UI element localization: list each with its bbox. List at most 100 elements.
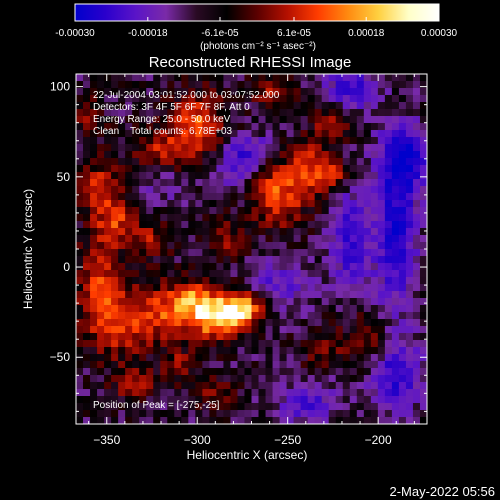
heatmap-cell (419, 200, 428, 208)
heatmap-cell (76, 109, 84, 117)
heatmap-cell (293, 123, 301, 131)
x-tick-label: −250 (274, 433, 301, 447)
heatmap-cell (118, 256, 126, 264)
heatmap-cell (139, 172, 147, 180)
heatmap-cell (216, 312, 224, 320)
heatmap-cell (216, 354, 224, 362)
colorbar-tick-label: 6.1e-05 (277, 28, 311, 39)
heatmap-cell (391, 403, 400, 411)
heatmap-cell (398, 417, 407, 425)
heatmap-cell (209, 228, 217, 236)
heatmap-cell (139, 326, 147, 334)
heatmap-cell (300, 193, 309, 201)
heatmap-cell (398, 319, 407, 327)
heatmap-cell (300, 347, 309, 355)
heatmap-cell (391, 158, 400, 166)
heatmap-cell (342, 228, 351, 236)
heatmap-cell (370, 270, 379, 278)
heatmap-cell (398, 256, 407, 264)
heatmap-cell (272, 214, 280, 222)
heatmap-cell (244, 130, 252, 138)
heatmap-cell (307, 242, 316, 250)
heatmap-cell (244, 235, 252, 243)
heatmap-cell (167, 165, 175, 173)
heatmap-cell (279, 256, 287, 264)
heatmap-cell (160, 368, 168, 376)
heatmap-cell (412, 403, 421, 411)
heatmap-cell (146, 361, 154, 369)
heatmap-cell (132, 158, 140, 166)
heatmap-cell (314, 81, 323, 89)
heatmap-cell (335, 382, 344, 390)
heatmap-cell (356, 123, 365, 131)
heatmap-cell (104, 81, 112, 89)
heatmap-cell (125, 186, 133, 194)
heatmap-cell (195, 417, 203, 425)
heatmap-cell (76, 186, 84, 194)
heatmap-cell (160, 298, 168, 306)
heatmap-cell (237, 242, 245, 250)
heatmap-cell (314, 375, 323, 383)
heatmap-cell (202, 123, 210, 131)
heatmap-cell (342, 340, 351, 348)
heatmap-cell (300, 263, 309, 271)
heatmap-cell (300, 403, 309, 411)
heatmap-cell (384, 256, 393, 264)
heatmap-cell (321, 375, 330, 383)
heatmap-cell (321, 270, 330, 278)
heatmap-cell (209, 368, 217, 376)
heatmap-cell (419, 368, 428, 376)
heatmap-cell (97, 361, 105, 369)
heatmap-cell (412, 81, 421, 89)
heatmap-cell (363, 116, 372, 124)
heatmap-cell (384, 298, 393, 306)
heatmap-cell (139, 403, 147, 411)
heatmap-cell (83, 186, 91, 194)
heatmap-cell (83, 102, 91, 110)
heatmap-cell (286, 137, 294, 145)
heatmap-cell (97, 207, 105, 215)
heatmap-cell (370, 298, 379, 306)
heatmap-cell (272, 172, 280, 180)
heatmap-cell (111, 277, 119, 285)
heatmap-cell (174, 144, 182, 152)
heatmap-cell (384, 389, 393, 397)
heatmap-cell (293, 284, 301, 292)
heatmap-cell (118, 207, 126, 215)
heatmap-cell (272, 116, 280, 124)
heatmap-cell (118, 284, 126, 292)
heatmap-cell (97, 179, 105, 187)
heatmap-cell (328, 284, 337, 292)
heatmap-cell (160, 347, 168, 355)
heatmap-cell (349, 270, 358, 278)
heatmap-cell (104, 137, 112, 145)
heatmap-cell (125, 228, 133, 236)
heatmap-cell (251, 291, 259, 299)
heatmap-cell (216, 193, 224, 201)
heatmap-cell (391, 326, 400, 334)
heatmap-cell (160, 396, 168, 404)
heatmap-cell (118, 137, 126, 145)
heatmap-cell (181, 200, 189, 208)
heatmap-cell (272, 340, 280, 348)
heatmap-cell (174, 249, 182, 257)
heatmap-cell (363, 305, 372, 313)
heatmap-cell (97, 396, 105, 404)
heatmap-cell (314, 214, 323, 222)
heatmap-cell (328, 305, 337, 313)
heatmap-cell (209, 277, 217, 285)
heatmap-cell (293, 361, 301, 369)
heatmap-cell (244, 186, 252, 194)
heatmap-cell (76, 368, 84, 376)
heatmap-cell (90, 340, 98, 348)
heatmap-cell (342, 368, 351, 376)
heatmap-cell (139, 333, 147, 341)
heatmap-cell (279, 361, 287, 369)
heatmap-cell (307, 95, 316, 103)
heatmap-cell (286, 291, 294, 299)
heatmap-cell (272, 158, 280, 166)
heatmap-cell (188, 326, 196, 334)
heatmap-cell (230, 179, 238, 187)
heatmap-cell (146, 312, 154, 320)
heatmap-cell (146, 410, 154, 418)
